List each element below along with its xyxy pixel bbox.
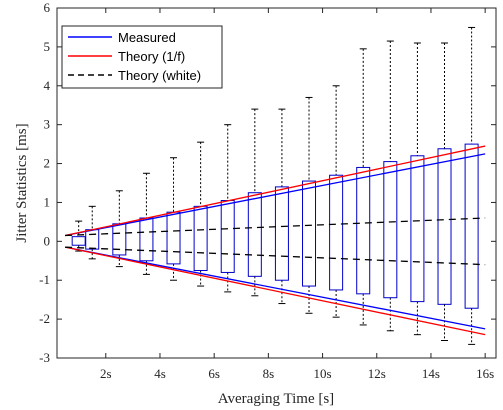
x-tick-label: 14s xyxy=(422,366,440,381)
series-2-upper-line xyxy=(64,145,486,237)
y-axis-label: Jitter Statistics [ms] xyxy=(14,123,30,242)
x-tick-label: 8s xyxy=(263,366,275,381)
y-tick-label: 0 xyxy=(44,233,51,248)
y-axis: -3 -2 -1 0 1 2 3 4 5 6 xyxy=(39,0,496,365)
box-iqr xyxy=(71,236,86,246)
series-3-upper-line xyxy=(65,217,486,237)
box-iqr xyxy=(247,192,262,277)
y-tick-label: 1 xyxy=(44,194,51,209)
x-tick-label: 6s xyxy=(208,366,220,381)
box-10 xyxy=(302,96,317,314)
x-axis: 2s 4s 6s 8s 10s 12s 14s 16s xyxy=(100,8,494,381)
series-1-upper-line xyxy=(65,153,486,237)
y-tick-label: 2 xyxy=(44,156,51,171)
series-3-lower-line xyxy=(65,246,486,266)
y-tick-label: -1 xyxy=(39,272,50,287)
box-iqr xyxy=(410,155,425,303)
y-tick-label: 3 xyxy=(44,117,51,132)
box-11 xyxy=(329,85,344,318)
x-tick-label: 12s xyxy=(368,366,386,381)
series-1-lower-line xyxy=(65,246,486,330)
box-16 xyxy=(464,26,479,345)
box-12 xyxy=(356,48,371,326)
box-9 xyxy=(274,108,289,305)
y-tick-label: -3 xyxy=(39,350,50,365)
legend-measured-label: Measured xyxy=(118,30,176,45)
box-15 xyxy=(437,42,452,341)
x-axis-label: Averaging Time [s] xyxy=(218,391,334,407)
box-iqr xyxy=(464,143,479,309)
box-iqr xyxy=(274,186,289,281)
x-tick-label: 4s xyxy=(154,366,166,381)
legend-theory-1f-label: Theory (1/f) xyxy=(118,49,185,64)
legend: Measured Theory (1/f) Theory (white) xyxy=(61,25,223,89)
box-iqr xyxy=(383,161,398,299)
box-14 xyxy=(410,42,425,336)
y-tick-label: 4 xyxy=(44,78,51,93)
y-tick-label: 6 xyxy=(44,0,51,15)
y-tick-label: -2 xyxy=(39,311,50,326)
box-8 xyxy=(247,108,262,297)
series-2-lower-line xyxy=(64,246,486,336)
x-tick-label: 2s xyxy=(100,366,112,381)
y-tick-label: 5 xyxy=(44,39,51,54)
x-tick-label: 16s xyxy=(476,366,494,381)
box-iqr xyxy=(356,166,371,295)
x-tick-label: 10s xyxy=(314,366,332,381)
series-lines xyxy=(64,145,486,336)
box-iqr xyxy=(437,148,452,305)
box-iqr xyxy=(329,174,344,291)
legend-theory-white-label: Theory (white) xyxy=(118,68,201,83)
plot-frame xyxy=(56,7,497,359)
box-iqr xyxy=(302,180,317,287)
